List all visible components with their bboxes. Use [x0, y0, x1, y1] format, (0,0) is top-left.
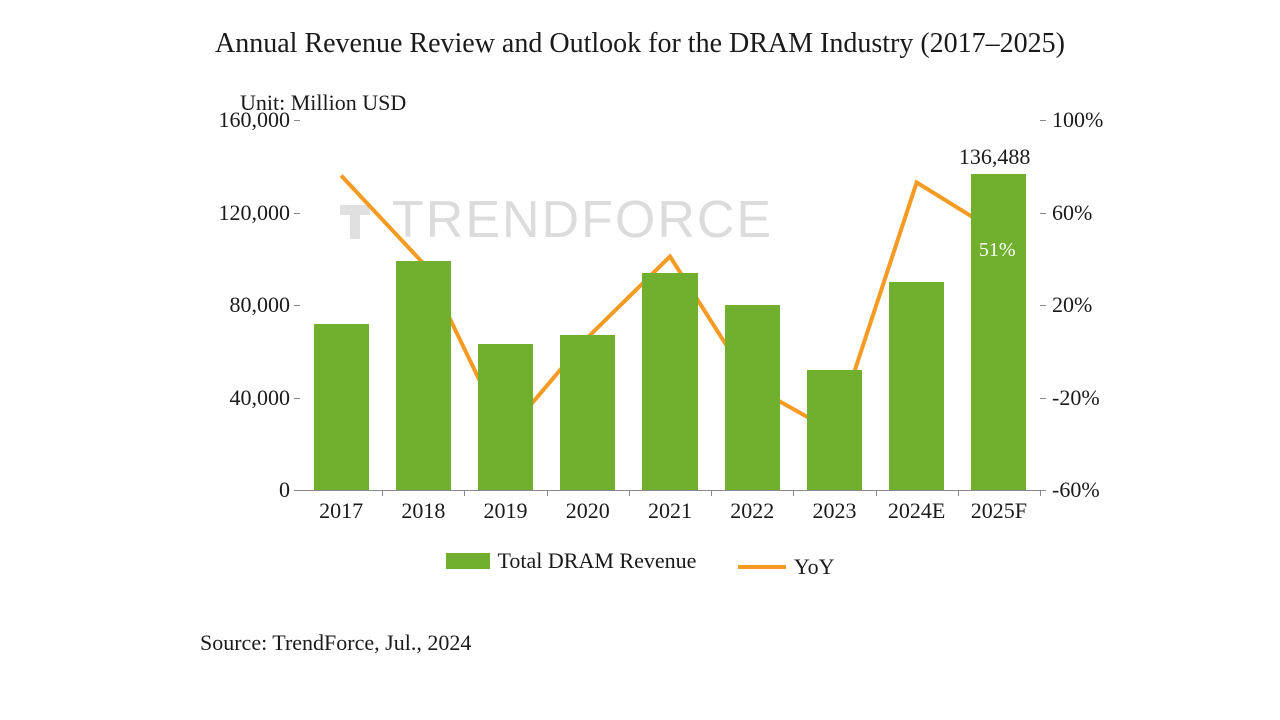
chart-container: Annual Revenue Review and Outlook for th…: [0, 0, 1280, 720]
y-right-tick-label: -20%: [1052, 385, 1132, 411]
plot-area: [300, 120, 1040, 490]
source-text: Source: TrendForce, Jul., 2024: [200, 630, 471, 656]
bar-value-label: 136,488: [959, 144, 1031, 170]
bar: [889, 282, 944, 490]
y-left-tick-label: 80,000: [200, 292, 290, 318]
x-tick-label: 2021: [630, 498, 710, 524]
bar: [642, 273, 697, 490]
x-tick-mark: [629, 490, 630, 496]
y-right-tick-label: 100%: [1052, 107, 1132, 133]
x-tick-label: 2024E: [877, 498, 957, 524]
y-right-tick-label: -60%: [1052, 477, 1132, 503]
x-axis-line: [300, 490, 1040, 491]
bar: [314, 324, 369, 491]
y-right-tick-mark: [1040, 120, 1046, 121]
x-tick-mark: [464, 490, 465, 496]
x-tick-mark: [958, 490, 959, 496]
y-left-tick-mark: [294, 305, 300, 306]
x-tick-label: 2018: [383, 498, 463, 524]
y-right-tick-mark: [1040, 213, 1046, 214]
line-value-label: 51%: [979, 239, 1016, 262]
y-right-tick-mark: [1040, 398, 1046, 399]
x-tick-label: 2023: [794, 498, 874, 524]
x-tick-label: 2019: [466, 498, 546, 524]
chart-title: Annual Revenue Review and Outlook for th…: [0, 28, 1280, 60]
x-tick-label: 2025F: [959, 498, 1039, 524]
x-tick-mark: [876, 490, 877, 496]
legend-item-line: YoY: [738, 554, 835, 580]
bar: [971, 174, 1026, 490]
legend-bar-swatch-icon: [446, 553, 490, 569]
bar: [478, 344, 533, 490]
bar: [396, 261, 451, 490]
legend: Total DRAM Revenue YoY: [0, 548, 1280, 580]
x-tick-mark: [793, 490, 794, 496]
y-left-tick-label: 120,000: [200, 200, 290, 226]
y-left-tick-mark: [294, 398, 300, 399]
y-right-tick-label: 60%: [1052, 200, 1132, 226]
bar: [807, 370, 862, 490]
legend-item-bar: Total DRAM Revenue: [446, 548, 697, 574]
legend-line-swatch-icon: [738, 565, 786, 569]
x-tick-label: 2022: [712, 498, 792, 524]
x-tick-mark: [1040, 490, 1041, 496]
legend-bar-label: Total DRAM Revenue: [498, 548, 697, 574]
y-left-tick-label: 0: [200, 477, 290, 503]
y-right-tick-label: 20%: [1052, 292, 1132, 318]
y-left-tick-mark: [294, 120, 300, 121]
x-tick-mark: [382, 490, 383, 496]
legend-line-label: YoY: [794, 554, 835, 580]
y-right-tick-mark: [1040, 305, 1046, 306]
x-tick-mark: [547, 490, 548, 496]
y-left-tick-mark: [294, 213, 300, 214]
y-left-tick-label: 40,000: [200, 385, 290, 411]
y-left-tick-label: 160,000: [200, 107, 290, 133]
bar: [560, 335, 615, 490]
bar: [725, 305, 780, 490]
x-tick-mark: [711, 490, 712, 496]
x-tick-label: 2017: [301, 498, 381, 524]
x-tick-label: 2020: [548, 498, 628, 524]
